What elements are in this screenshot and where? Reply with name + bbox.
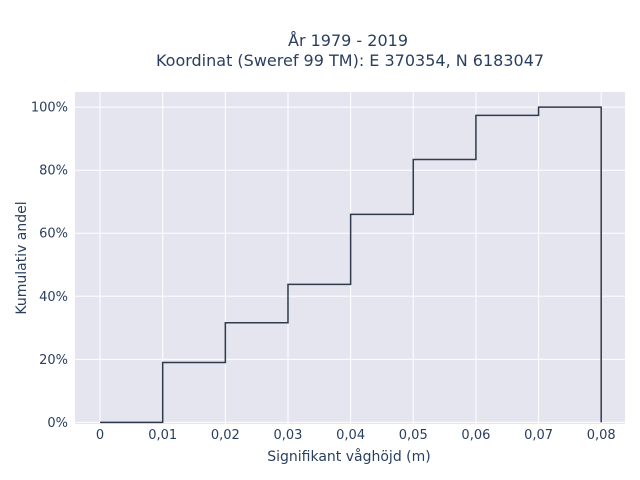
chart-title-line-2: Koordinat (Sweref 99 TM): E 370354, N 61…: [156, 51, 544, 70]
y-tick-label: 80%: [39, 164, 68, 179]
y-tick-labels: 0% 20% 40% 60% 80% 100%: [31, 101, 68, 431]
x-tick-label: 0,07: [524, 428, 553, 443]
y-tick-label: 40%: [39, 290, 68, 305]
y-axis-label: Kumulativ andel: [14, 201, 30, 314]
x-tick-label: 0: [96, 428, 104, 443]
x-tick-label: 0,06: [461, 428, 490, 443]
x-tick-label: 0,02: [211, 428, 240, 443]
x-tick-label: 0,03: [274, 428, 303, 443]
y-grid: [75, 106, 625, 423]
y-tick-label: 0%: [47, 416, 68, 431]
y-tick-label: 100%: [31, 101, 68, 116]
x-tick-label: 0,08: [587, 428, 616, 443]
x-tick-label: 0,04: [336, 428, 365, 443]
y-tick-label: 60%: [39, 227, 68, 242]
x-tick-label: 0,01: [148, 428, 177, 443]
chart-title-line-1: År 1979 - 2019: [288, 31, 408, 50]
x-axis-label: Signifikant våghöjd (m): [267, 448, 430, 465]
cumulative-step-line: [100, 106, 602, 424]
x-tick-labels: 0 0,01 0,02 0,03 0,04 0,05 0,06 0,07 0,08: [96, 428, 616, 443]
y-tick-label: 20%: [39, 353, 68, 368]
x-grid: [99, 92, 602, 424]
x-tick-label: 0,05: [399, 428, 428, 443]
